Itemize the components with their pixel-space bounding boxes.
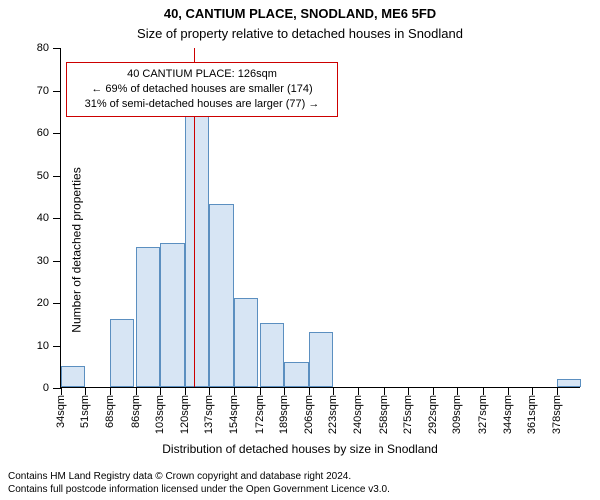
- x-tick: [433, 387, 434, 395]
- x-tick-label: 361sqm: [526, 395, 538, 434]
- y-tick-label: 60: [37, 127, 49, 139]
- y-tick: [53, 91, 61, 92]
- x-tick-label: 172sqm: [254, 395, 266, 434]
- x-tick: [358, 387, 359, 395]
- histogram-bar: [309, 332, 333, 387]
- histogram-bar: [209, 204, 233, 387]
- x-axis-label: Distribution of detached houses by size …: [0, 442, 600, 456]
- x-tick: [110, 387, 111, 395]
- histogram-bar: [61, 366, 85, 387]
- x-tick: [136, 387, 137, 395]
- x-tick: [333, 387, 334, 395]
- histogram-bar: [185, 102, 209, 387]
- x-tick: [557, 387, 558, 395]
- x-tick-label: 327sqm: [477, 395, 489, 434]
- x-tick: [185, 387, 186, 395]
- x-tick-label: 154sqm: [228, 395, 240, 434]
- annotation-line: 40 CANTIUM PLACE: 126sqm: [75, 67, 329, 82]
- chart-title-main: 40, CANTIUM PLACE, SNODLAND, ME6 5FD: [0, 6, 600, 21]
- histogram-bar: [110, 319, 134, 387]
- x-tick: [234, 387, 235, 395]
- x-tick: [209, 387, 210, 395]
- x-tick: [384, 387, 385, 395]
- x-tick: [508, 387, 509, 395]
- x-tick: [160, 387, 161, 395]
- x-tick-label: 34sqm: [55, 395, 67, 428]
- x-tick-label: 189sqm: [278, 395, 290, 434]
- histogram-bar: [136, 247, 160, 387]
- histogram-bar: [557, 379, 581, 388]
- y-tick: [53, 346, 61, 347]
- histogram-bar: [284, 362, 308, 388]
- x-tick-label: 292sqm: [427, 395, 439, 434]
- y-tick-label: 40: [37, 212, 49, 224]
- x-tick-label: 86sqm: [130, 395, 142, 428]
- histogram-bar: [160, 243, 184, 388]
- annotation-box: 40 CANTIUM PLACE: 126sqm ← 69% of detach…: [66, 62, 338, 117]
- chart-title-sub: Size of property relative to detached ho…: [0, 26, 600, 41]
- x-tick-label: 344sqm: [502, 395, 514, 434]
- x-tick: [85, 387, 86, 395]
- x-tick: [309, 387, 310, 395]
- x-tick-label: 309sqm: [451, 395, 463, 434]
- x-tick: [408, 387, 409, 395]
- footer-line: Contains HM Land Registry data © Crown c…: [8, 471, 390, 484]
- x-tick: [532, 387, 533, 395]
- x-tick-label: 258sqm: [378, 395, 390, 434]
- x-tick: [61, 387, 62, 395]
- histogram-bar: [260, 323, 284, 387]
- x-tick-label: 51sqm: [79, 395, 91, 428]
- y-tick: [53, 388, 61, 389]
- x-tick: [284, 387, 285, 395]
- footer-attribution: Contains HM Land Registry data © Crown c…: [8, 471, 390, 496]
- y-tick: [53, 133, 61, 134]
- x-tick-label: 223sqm: [327, 395, 339, 434]
- x-tick-label: 240sqm: [352, 395, 364, 434]
- x-tick-label: 103sqm: [154, 395, 166, 434]
- x-tick-label: 120sqm: [179, 395, 191, 434]
- y-tick-label: 20: [37, 297, 49, 309]
- y-tick: [53, 261, 61, 262]
- x-tick-label: 206sqm: [303, 395, 315, 434]
- x-tick-label: 378sqm: [551, 395, 563, 434]
- x-tick: [260, 387, 261, 395]
- y-tick-label: 80: [37, 42, 49, 54]
- footer-line: Contains full postcode information licen…: [8, 484, 390, 497]
- x-tick-label: 275sqm: [402, 395, 414, 434]
- y-tick-label: 50: [37, 170, 49, 182]
- y-tick: [53, 48, 61, 49]
- y-tick-label: 0: [43, 382, 49, 394]
- y-tick: [53, 218, 61, 219]
- annotation-line: ← 69% of detached houses are smaller (17…: [75, 82, 329, 97]
- y-tick-label: 30: [37, 255, 49, 267]
- chart-container: 40, CANTIUM PLACE, SNODLAND, ME6 5FD Siz…: [0, 0, 600, 500]
- histogram-bar: [234, 298, 258, 387]
- x-tick-label: 137sqm: [203, 395, 215, 434]
- x-tick: [457, 387, 458, 395]
- y-tick-label: 70: [37, 85, 49, 97]
- y-tick: [53, 176, 61, 177]
- annotation-line: 31% of semi-detached houses are larger (…: [75, 97, 329, 112]
- y-tick-label: 10: [37, 340, 49, 352]
- y-tick: [53, 303, 61, 304]
- x-tick: [483, 387, 484, 395]
- x-tick-label: 68sqm: [104, 395, 116, 428]
